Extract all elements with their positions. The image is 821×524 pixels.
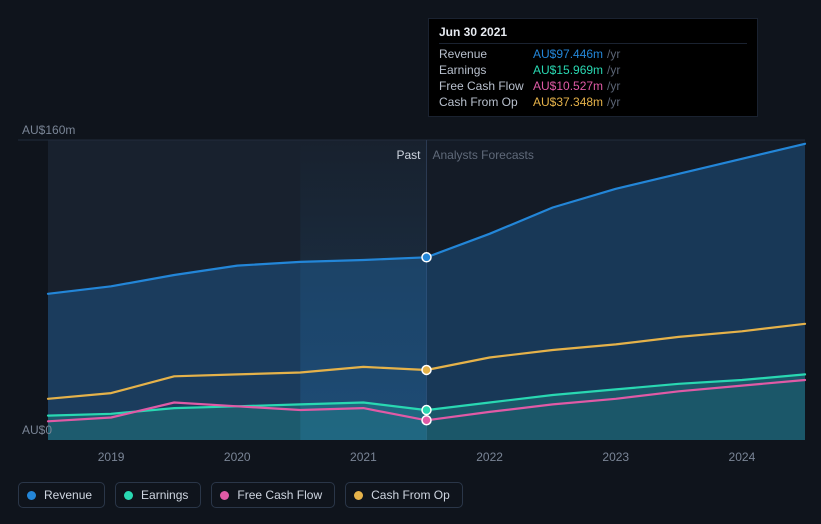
tooltip-row-label: Revenue	[439, 47, 533, 61]
tooltip-row-value: AU$10.527m	[533, 79, 603, 93]
tooltip-row-unit: /yr	[607, 79, 620, 93]
legend-dot-icon	[354, 491, 363, 500]
legend-item[interactable]: Earnings	[115, 482, 201, 508]
tooltip-row-label: Free Cash Flow	[439, 79, 533, 93]
legend-item[interactable]: Cash From Op	[345, 482, 463, 508]
chart-tooltip: Jun 30 2021 RevenueAU$97.446m/yrEarnings…	[428, 18, 758, 117]
tooltip-row-unit: /yr	[607, 47, 620, 61]
tooltip-row: EarningsAU$15.969m/yr	[439, 62, 747, 78]
x-axis-year: 2022	[476, 450, 503, 464]
tooltip-row: Free Cash FlowAU$10.527m/yr	[439, 78, 747, 94]
legend-dot-icon	[124, 491, 133, 500]
section-label-forecast: Analysts Forecasts	[433, 148, 534, 162]
x-axis-year: 2024	[729, 450, 756, 464]
tooltip-row: RevenueAU$97.446m/yr	[439, 46, 747, 62]
financial-chart: AU$160m AU$0 Past Analysts Forecasts 201…	[0, 0, 821, 524]
chart-legend: Revenue Earnings Free Cash Flow Cash From O…	[18, 482, 463, 508]
legend-label: Cash From Op	[371, 488, 450, 502]
tooltip-row-value: AU$15.969m	[533, 63, 603, 77]
legend-dot-icon	[220, 491, 229, 500]
tooltip-row-label: Earnings	[439, 63, 533, 77]
tooltip-row-label: Cash From Op	[439, 95, 533, 109]
tooltip-date: Jun 30 2021	[439, 25, 747, 44]
legend-item[interactable]: Free Cash Flow	[211, 482, 335, 508]
x-axis-year: 2020	[224, 450, 251, 464]
y-axis-label-max: AU$160m	[22, 123, 75, 137]
tooltip-row-value: AU$97.446m	[533, 47, 603, 61]
tooltip-row-unit: /yr	[607, 63, 620, 77]
y-axis-label-min: AU$0	[22, 423, 52, 437]
legend-label: Free Cash Flow	[237, 488, 322, 502]
section-label-past: Past	[396, 148, 420, 162]
tooltip-row-unit: /yr	[607, 95, 620, 109]
tooltip-row-value: AU$37.348m	[533, 95, 603, 109]
x-axis-year: 2019	[98, 450, 125, 464]
tooltip-row: Cash From OpAU$37.348m/yr	[439, 94, 747, 110]
legend-item[interactable]: Revenue	[18, 482, 105, 508]
x-axis-year: 2023	[602, 450, 629, 464]
x-axis-year: 2021	[350, 450, 377, 464]
legend-dot-icon	[27, 491, 36, 500]
legend-label: Revenue	[44, 488, 92, 502]
legend-label: Earnings	[141, 488, 188, 502]
